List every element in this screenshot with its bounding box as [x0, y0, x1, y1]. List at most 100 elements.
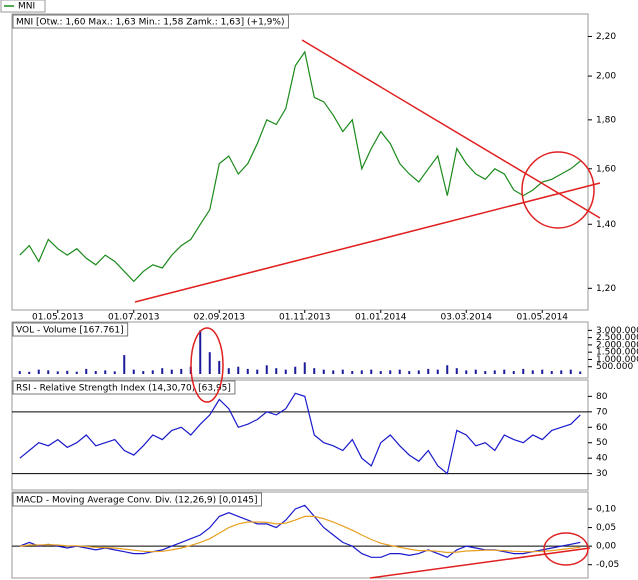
legend-box — [0, 0, 46, 13]
y-tick-label: 1.000.000 — [596, 355, 638, 365]
volume-bar — [341, 369, 344, 374]
volume-bar — [227, 368, 230, 374]
trend-line — [134, 182, 601, 303]
y-tick-label: 70 — [596, 407, 608, 417]
volume-bar — [379, 371, 382, 374]
y-tick-label: 0,00 — [596, 542, 616, 552]
highlight — [521, 151, 595, 229]
y-tick-label: 1,40 — [596, 220, 616, 230]
volume-bar — [579, 371, 582, 374]
volume-bar — [151, 370, 154, 374]
volume-bar — [161, 368, 164, 374]
volume-bar — [284, 369, 287, 374]
volume-bar — [398, 369, 401, 374]
volume-bar — [360, 370, 363, 374]
y-tick-label: 1.500.000 — [596, 348, 638, 358]
volume-bar — [256, 369, 259, 374]
y-tick-label: 0,05 — [596, 523, 616, 533]
volume-bar — [417, 370, 420, 374]
y-tick-label: 2,00 — [596, 72, 616, 82]
volume-bar — [132, 369, 135, 374]
y-tick-label: 1,60 — [596, 164, 616, 174]
y-tick-label: 1,20 — [596, 284, 616, 294]
title-box — [12, 322, 129, 337]
trend-line — [369, 547, 591, 579]
x-tick-label: 01.11.2013 — [279, 313, 331, 323]
volume-bar — [123, 355, 126, 374]
panel-frame — [11, 321, 589, 379]
volume-bar — [303, 362, 306, 374]
volume-bar — [503, 369, 506, 374]
volume-bar — [313, 368, 316, 374]
volume-bar — [66, 370, 69, 374]
y-tick-label: 3.000.000 — [596, 326, 638, 336]
volume-bar — [484, 371, 487, 374]
volume-bar — [28, 371, 31, 374]
highlight — [190, 327, 224, 403]
title-box — [12, 492, 263, 507]
volume-bar — [531, 370, 534, 374]
volume-bar — [85, 368, 88, 374]
volume-bar — [427, 368, 430, 374]
y-tick-label: -0,05 — [596, 560, 619, 570]
volume-bar — [569, 369, 572, 374]
volume-bar — [180, 368, 183, 374]
panel-title: RSI - Relative Strength Index (14,30,70)… — [16, 384, 231, 394]
volume-bar — [218, 360, 221, 374]
y-tick-label: 2.500.000 — [596, 333, 638, 343]
volume-bar — [541, 369, 544, 374]
volume-bar — [332, 370, 335, 374]
volume-bar — [446, 365, 449, 374]
volume-bar — [493, 370, 496, 374]
volume-bar — [246, 368, 249, 374]
panel-title: MNI [Otw.: 1,60 Max.: 1,63 Min.: 1,58 Za… — [16, 18, 284, 28]
panel-frame — [11, 13, 589, 311]
volume-bar — [94, 371, 97, 374]
y-tick-label: 40 — [596, 454, 608, 464]
volume-bar — [455, 368, 458, 374]
y-tick-label: 1,80 — [596, 115, 616, 125]
volume-bar — [560, 370, 563, 374]
volume-bar — [389, 370, 392, 374]
volume-bar — [37, 369, 40, 374]
x-tick-label: 03.03.2014 — [440, 313, 492, 323]
volume-bar — [408, 371, 411, 374]
volume-bar — [436, 369, 439, 374]
title-box — [12, 380, 236, 395]
y-tick-label: 30 — [596, 469, 608, 479]
volume-bar — [322, 369, 325, 374]
series-line — [19, 392, 581, 475]
volume-bar — [170, 369, 173, 374]
highlight — [543, 532, 589, 566]
volume-bar — [56, 371, 59, 374]
volume-bar — [75, 371, 78, 374]
x-tick-label: 01.05.2014 — [516, 313, 568, 323]
volume-bar — [237, 366, 240, 374]
annotations — [134, 39, 601, 579]
volume-bar — [142, 371, 145, 374]
volume-bar — [512, 371, 515, 374]
marks — [18, 50, 582, 558]
y-tick-label: 50 — [596, 438, 608, 448]
volume-bar — [474, 369, 477, 374]
volume-bar — [18, 371, 21, 374]
series-line — [19, 515, 581, 554]
x-tick-label: 01.01.2014 — [355, 313, 407, 323]
volume-bar — [208, 352, 211, 374]
volume-bar — [465, 370, 468, 374]
volume-bar — [113, 371, 116, 374]
volume-bar — [47, 370, 50, 374]
series-line — [19, 50, 581, 283]
panel-title: MACD - Moving Average Conv. Div. (12,26,… — [16, 496, 258, 506]
panel-title: VOL - Volume [167.761] — [16, 326, 124, 336]
volume-bar — [265, 365, 268, 374]
y-tick-label: 0,10 — [596, 505, 616, 515]
y-tick-label: 60 — [596, 423, 608, 433]
volume-bar — [104, 370, 107, 374]
volume-bar — [199, 330, 202, 374]
y-tick-label: 500.000 — [596, 362, 633, 372]
volume-bar — [294, 366, 297, 374]
volume-bar — [351, 371, 354, 374]
x-tick-label: 01.07.2013 — [108, 313, 160, 323]
